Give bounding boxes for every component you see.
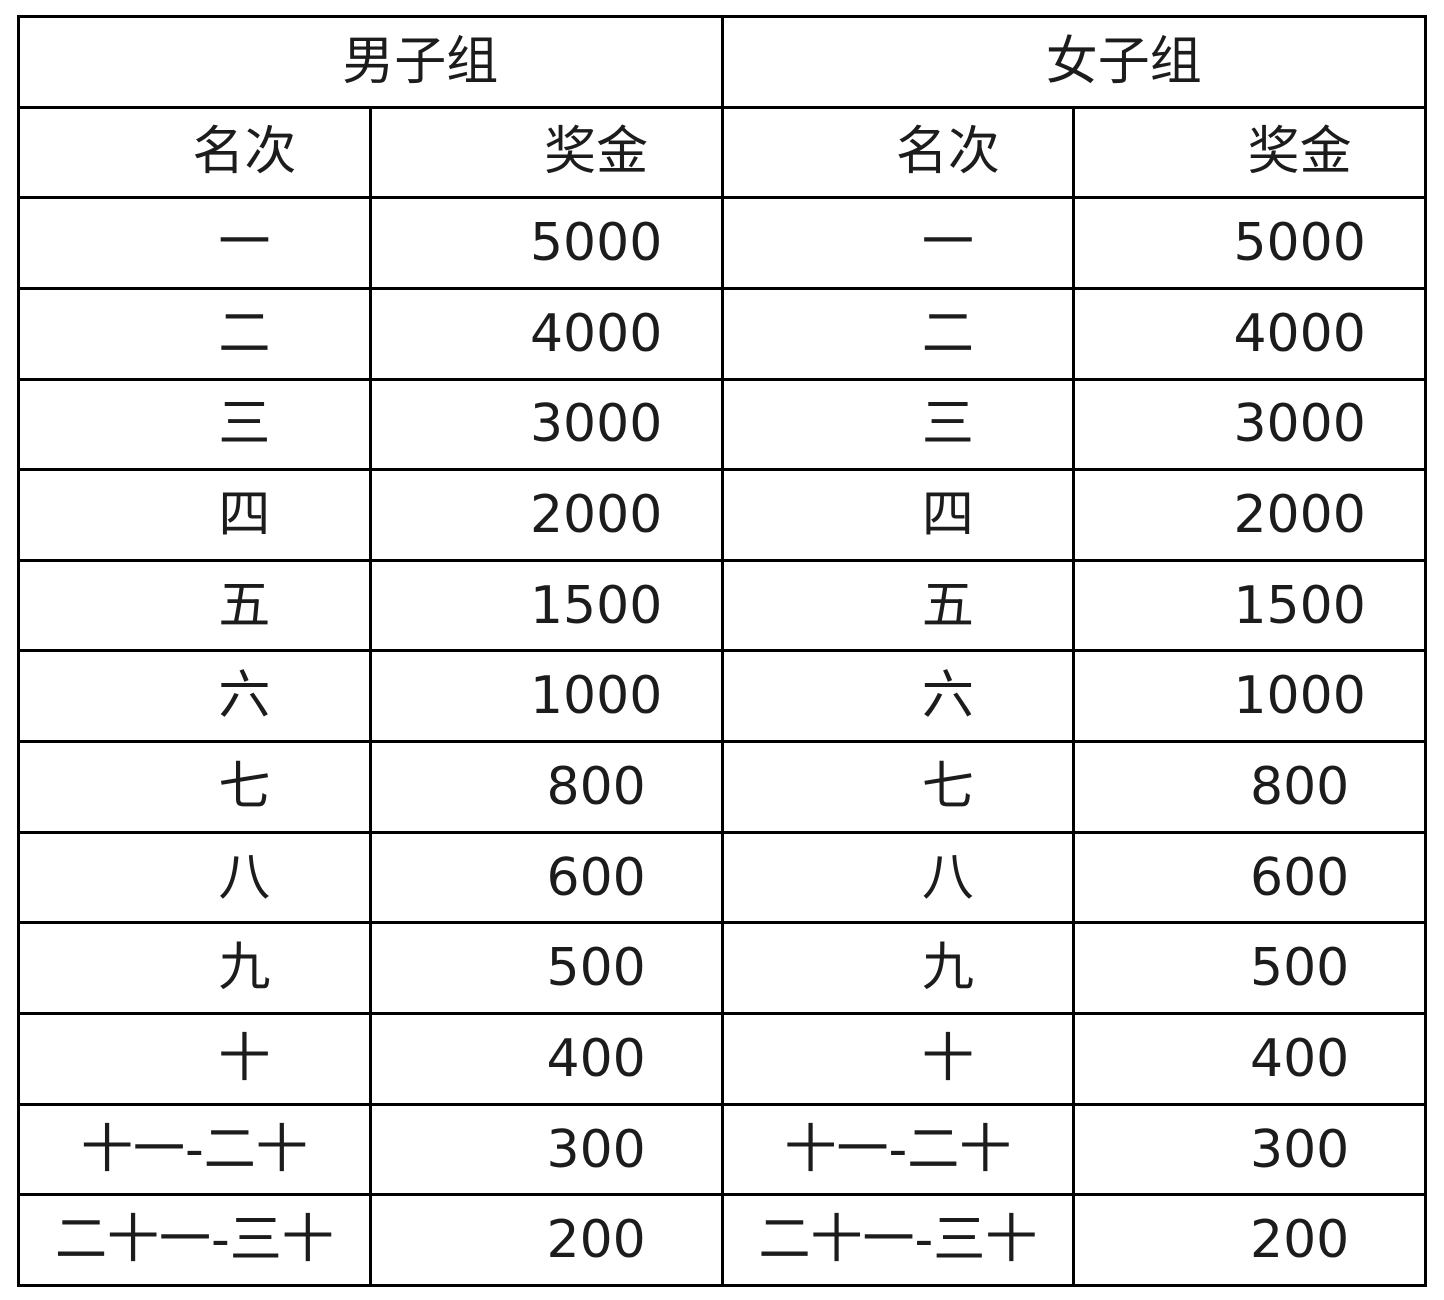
men-prize-cell: 500 [368,921,724,1016]
men-prize-column-header: 奖金 [368,105,724,200]
men-rank-cell: 六 [17,649,372,744]
men-rank-cell: 九 [17,921,372,1016]
women-prize-cell: 800 [1072,740,1427,834]
women-prize-cell: 2000 [1072,468,1427,562]
women-prize-cell: 500 [1072,921,1427,1016]
women-prize-cell: 1000 [1072,649,1427,744]
table-row: 八 600 八 600 [17,830,1427,925]
men-prize-cell: 400 [368,1012,724,1106]
men-rank-cell: 三 [17,377,372,472]
women-rank-cell: 二 [720,286,1076,381]
men-rank-cell: 八 [17,830,372,925]
women-prize-column-header: 奖金 [1072,105,1427,200]
women-rank-cell: 八 [720,830,1076,925]
men-prize-cell: 800 [368,740,724,834]
men-prize-cell: 600 [368,830,724,925]
women-prize-cell: 600 [1072,830,1427,925]
column-header-row: 名次 奖金 名次 奖金 [17,105,1427,200]
table-row: 五 1500 五 1500 [17,558,1427,653]
women-rank-column-header: 名次 [720,105,1076,200]
table-row: 一 5000 一 5000 [17,196,1427,290]
table-row: 六 1000 六 1000 [17,649,1427,744]
women-prize-cell: 1500 [1072,558,1427,653]
table-row: 四 2000 四 2000 [17,468,1427,562]
women-rank-cell: 十 [720,1012,1076,1106]
women-rank-cell: 四 [720,468,1076,562]
women-rank-cell: 二十一-三十 [720,1193,1076,1287]
women-group-header: 女子组 [720,15,1427,109]
women-prize-cell: 3000 [1072,377,1427,472]
women-rank-cell: 五 [720,558,1076,653]
men-rank-cell: 十一-二十 [17,1102,372,1197]
women-rank-cell: 一 [720,196,1076,290]
table-row: 七 800 七 800 [17,740,1427,834]
table-row: 十一-二十 300 十一-二十 300 [17,1102,1427,1197]
men-rank-cell: 七 [17,740,372,834]
men-rank-cell: 一 [17,196,372,290]
men-rank-column-header: 名次 [17,105,372,200]
men-prize-cell: 200 [368,1193,724,1287]
men-prize-cell: 2000 [368,468,724,562]
table-row: 二十一-三十 200 二十一-三十 200 [17,1193,1427,1287]
men-rank-cell: 二 [17,286,372,381]
men-prize-cell: 1000 [368,649,724,744]
women-rank-cell: 六 [720,649,1076,744]
men-prize-cell: 5000 [368,196,724,290]
table-row: 十 400 十 400 [17,1012,1427,1106]
men-rank-cell: 五 [17,558,372,653]
prize-table: 男子组 女子组 名次 奖金 名次 奖金 一 5000 一 5000 二 4000… [17,15,1427,1287]
men-group-header: 男子组 [17,15,724,109]
women-prize-cell: 400 [1072,1012,1427,1106]
women-prize-cell: 200 [1072,1193,1427,1287]
women-prize-cell: 5000 [1072,196,1427,290]
men-prize-cell: 4000 [368,286,724,381]
women-prize-cell: 4000 [1072,286,1427,381]
women-rank-cell: 三 [720,377,1076,472]
women-rank-cell: 十一-二十 [720,1102,1076,1197]
table-row: 二 4000 二 4000 [17,286,1427,381]
women-rank-cell: 七 [720,740,1076,834]
men-rank-cell: 四 [17,468,372,562]
men-prize-cell: 1500 [368,558,724,653]
group-header-row: 男子组 女子组 [17,15,1427,109]
men-rank-cell: 二十一-三十 [17,1193,372,1287]
men-rank-cell: 十 [17,1012,372,1106]
table-row: 三 3000 三 3000 [17,377,1427,472]
men-prize-cell: 3000 [368,377,724,472]
women-prize-cell: 300 [1072,1102,1427,1197]
men-prize-cell: 300 [368,1102,724,1197]
table-row: 九 500 九 500 [17,921,1427,1016]
women-rank-cell: 九 [720,921,1076,1016]
